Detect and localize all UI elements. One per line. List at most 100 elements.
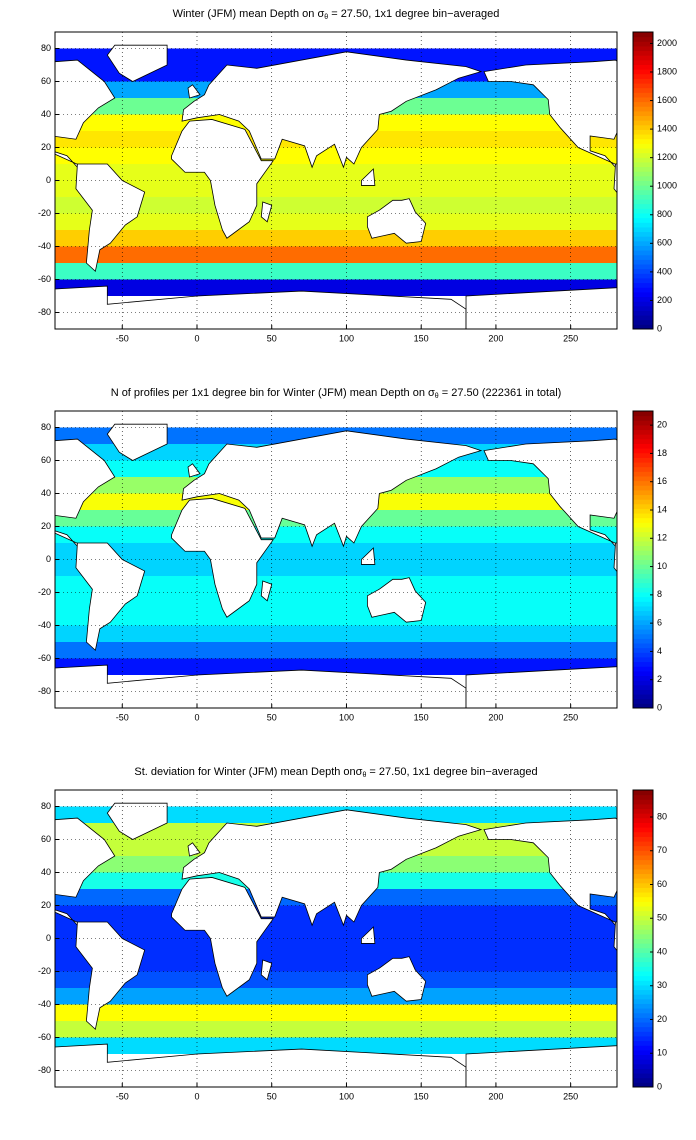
colorbar-cell [633,226,653,233]
colorbar-cell [633,878,653,884]
colorbar-cell [633,291,653,298]
colorbar-cell [633,587,653,593]
colorbar-cell [633,250,653,256]
colorbar-cell [633,803,653,810]
colorbar-cell [633,1073,653,1079]
zonal-band [55,609,617,626]
colorbar-cell [633,115,653,121]
colorbar-cell [633,245,653,251]
colorbar-cell [633,989,653,995]
colorbar-cell [633,485,653,491]
colorbar-cell [633,277,653,284]
colorbar-tick-label: 6 [657,618,662,628]
x-tick-label: 200 [488,333,503,343]
x-tick-label: 150 [414,712,429,722]
landmass [260,580,273,602]
colorbar-cell [633,850,653,856]
landmass [187,463,201,478]
colorbar-cell [633,808,653,814]
x-tick-label: 0 [194,333,199,343]
colorbar-tick-label: 10 [657,1048,667,1058]
colorbar-cell [633,624,653,630]
colorbar-cell [633,1082,653,1088]
colorbar-cell [633,859,653,865]
colorbar-cell [633,906,653,912]
colorbar-cell [633,78,653,84]
colorbar-tick-label: 60 [657,879,667,889]
x-tick-label: 250 [563,1091,578,1101]
colorbar-cell [633,680,653,686]
colorbar-cell [633,1008,653,1014]
colorbar-tick-label: 8 [657,589,662,599]
colorbar-cell [633,670,653,677]
colorbar-cell [633,199,653,205]
colorbar-tick-label: 1200 [657,152,677,162]
colorbar-cell [633,527,653,533]
x-tick-label: 250 [563,333,578,343]
colorbar-cell [633,443,653,449]
landmass [171,119,274,239]
colorbar-cell [633,489,653,496]
colorbar-cell [633,984,653,991]
y-tick-label: 40 [41,109,51,119]
landmass [55,664,467,708]
colorbar-cell [633,161,653,168]
colorbar-cell [633,615,653,621]
landmass [465,666,617,708]
colorbar-cell [633,106,653,112]
colorbar-tick-label: 40 [657,946,667,956]
zonal-band [55,592,617,609]
colorbar-cell [633,1012,653,1018]
colorbar-cell [633,831,653,837]
colorbar-cell [633,952,653,958]
y-tick-label: -40 [38,999,51,1009]
colorbar-cell [633,448,653,454]
colorbar-cell [633,591,653,598]
plot-frame [54,31,618,330]
colorbar-tick-label: 800 [657,209,672,219]
colorbar-cell [633,259,653,265]
colorbar-cell [633,452,653,458]
zonal-band [55,180,617,197]
colorbar-cell [633,494,653,500]
colorbar-cell [633,896,653,902]
colorbar-tick-label: 16 [657,476,667,486]
x-tick-label: 100 [339,712,354,722]
zonal-band [55,543,617,560]
colorbar-cell [633,531,653,537]
y-tick-label: -60 [38,1032,51,1042]
plot-area [55,44,617,329]
colorbar-cell [633,656,653,663]
title-end: = 27.50, 1x1 degree bin−averaged [366,766,537,778]
colorbar-cell [633,836,653,842]
panel: Winter (JFM) mean Depth on σθ = 27.50, 1… [38,8,677,343]
panel-title: Winter (JFM) mean Depth on σθ = 27.50, 1… [173,8,500,21]
colorbar-cell [633,540,653,547]
colorbar-cell [633,36,653,42]
title-end: = 27.50, 1x1 degree bin−averaged [328,8,499,20]
landmass [55,438,116,547]
plot-frame [54,789,618,1088]
zonal-band [55,197,617,214]
landmass [613,542,617,573]
colorbar-tick-label: 80 [657,811,667,821]
colorbar-cell [633,83,653,89]
landmass [366,198,427,244]
colorbar-tick-label: 600 [657,238,672,248]
panel: N of profiles per 1x1 degree bin for Win… [38,387,667,722]
colorbar-cell [633,980,653,986]
landmass [483,59,617,168]
landmass [366,577,427,623]
y-tick-label: -80 [38,1065,51,1075]
colorbar-cell [633,975,653,981]
colorbar-cell [633,92,653,98]
colorbar-cell [633,471,653,477]
colorbar-cell [633,522,653,528]
colorbar-cell [633,703,653,709]
y-tick-label: 20 [41,900,51,910]
colorbar-cell [633,892,653,898]
colorbar-cell [633,166,653,172]
colorbar-cell [633,457,653,463]
colorbar-cell [633,1054,653,1060]
y-tick-label: 20 [41,142,51,152]
